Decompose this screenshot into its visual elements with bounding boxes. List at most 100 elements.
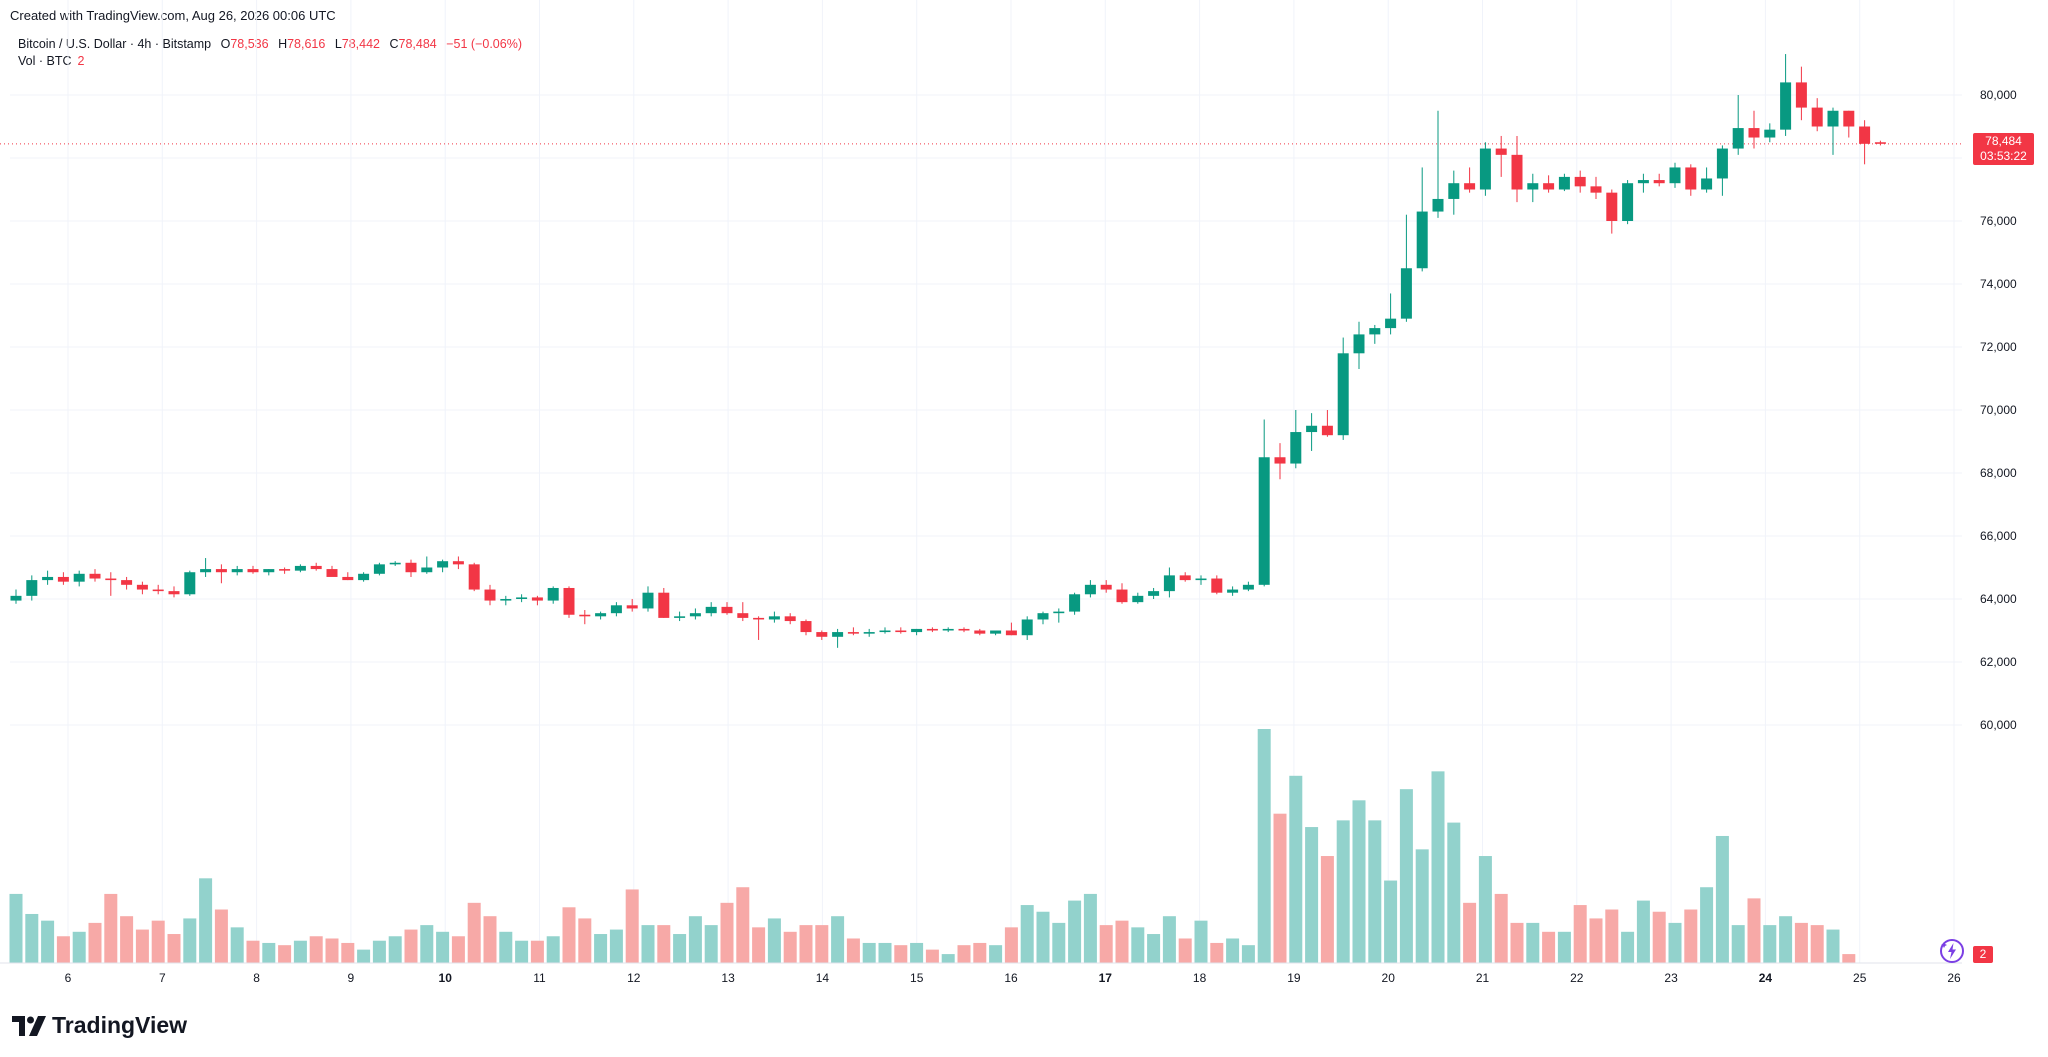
candle-body <box>1464 183 1476 190</box>
lightning-news-icon[interactable] <box>1939 938 1965 964</box>
candle-body <box>800 621 812 633</box>
volume-bar <box>752 927 766 963</box>
candle-body <box>1037 613 1049 620</box>
candle-body <box>958 628 970 631</box>
candle-body <box>1448 183 1460 199</box>
volume-bar <box>704 925 718 963</box>
candle-body <box>1148 591 1160 596</box>
candle-body <box>1574 176 1586 187</box>
candle-body <box>879 630 891 633</box>
volume-bar <box>1826 929 1840 963</box>
volume-bar <box>530 940 544 963</box>
candle-body <box>168 591 180 595</box>
candle-body <box>1211 578 1223 593</box>
volume-bar <box>420 925 434 963</box>
volume-bar <box>72 931 86 963</box>
volume-bar <box>309 936 323 963</box>
candle-body <box>721 606 733 614</box>
candle-body <box>516 597 528 599</box>
candle-body <box>1827 110 1839 127</box>
open-value: 78,536 <box>230 37 269 51</box>
open-label: O <box>220 37 231 51</box>
volume-bar <box>1194 920 1208 963</box>
price-tick-label: 68,000 <box>1980 466 2017 480</box>
volume-bar <box>56 936 70 963</box>
candle-body <box>1069 594 1081 612</box>
close-value: 78,484 <box>398 37 437 51</box>
candle-body <box>1306 425 1318 433</box>
volume-bar <box>325 938 339 963</box>
volume-bar <box>1463 902 1477 963</box>
time-tick-label: 21 <box>1476 971 1490 985</box>
volume-bar <box>1494 893 1508 963</box>
candle-body <box>1732 128 1744 149</box>
candle-body <box>1843 110 1855 127</box>
volume-bar <box>372 940 386 963</box>
candle-body <box>1685 167 1697 190</box>
volume-bar <box>1320 856 1334 963</box>
volume-bar <box>925 949 939 963</box>
volume-bar <box>135 929 149 963</box>
volume-bar <box>262 942 276 963</box>
volume-bar <box>1273 813 1287 963</box>
last-price-value: 78,484 <box>1985 134 2022 148</box>
volume-bar <box>1557 931 1571 963</box>
price-axis: 60,000 62,000 64,000 66,000 68,000 70,000 72,0… <box>1980 88 2017 732</box>
volume-bar <box>973 942 987 963</box>
candle-body <box>294 565 306 571</box>
volume-label[interactable]: Vol · BTC <box>18 54 72 68</box>
candle-body <box>990 630 1002 634</box>
volume-bar <box>1652 911 1666 963</box>
volume-bar <box>41 920 55 963</box>
candle-body <box>926 628 938 631</box>
volume-bar <box>1162 916 1176 963</box>
price-tick-label: 74,000 <box>1980 277 2017 291</box>
volume-bar <box>483 916 497 963</box>
volume-bar <box>278 945 292 963</box>
volume-bar <box>894 945 908 963</box>
candle-body <box>500 599 512 601</box>
candle-body <box>1321 425 1333 436</box>
candle-body <box>468 564 480 590</box>
volume-bar <box>1621 931 1635 963</box>
candle-body <box>942 628 954 631</box>
candle-body <box>547 587 559 601</box>
candle-body <box>1179 575 1191 581</box>
candle-body <box>1795 82 1807 108</box>
volume-bar <box>815 925 829 963</box>
volume-bar <box>167 934 181 963</box>
volume-bar <box>641 925 655 963</box>
volume-bar <box>767 918 781 963</box>
volume-bar <box>1636 900 1650 963</box>
price-tick-label: 62,000 <box>1980 655 2017 669</box>
candle-body <box>105 578 117 581</box>
volume-bar <box>1747 898 1761 963</box>
candle-body <box>215 569 227 573</box>
candle-body <box>136 584 148 590</box>
volume-bar <box>341 942 355 963</box>
candle-body <box>152 589 164 592</box>
candle-body <box>26 580 38 596</box>
volume-bar <box>1684 909 1698 963</box>
volume-bar <box>1810 925 1824 963</box>
volume-bar <box>1779 916 1793 963</box>
volume-bar <box>1068 900 1082 963</box>
candle-body <box>1084 584 1096 595</box>
volume-bar <box>1794 922 1808 963</box>
symbol-label[interactable]: Bitcoin / U.S. Dollar · 4h · Bitstamp <box>18 37 212 51</box>
candle-body <box>263 569 275 573</box>
candle-body <box>1859 126 1871 144</box>
volume-bar <box>1731 925 1745 963</box>
volume-bar <box>594 934 608 963</box>
candle-body <box>452 561 464 565</box>
volume-bars <box>9 729 1856 963</box>
candle-body <box>326 569 338 577</box>
candle-body <box>816 632 828 637</box>
candle-body <box>1622 183 1634 221</box>
candle-body <box>1005 630 1017 636</box>
time-tick-label: 18 <box>1193 971 1207 985</box>
tradingview-logo[interactable]: TradingView <box>12 1012 187 1039</box>
candle-body <box>421 567 433 573</box>
volume-bar <box>404 929 418 963</box>
